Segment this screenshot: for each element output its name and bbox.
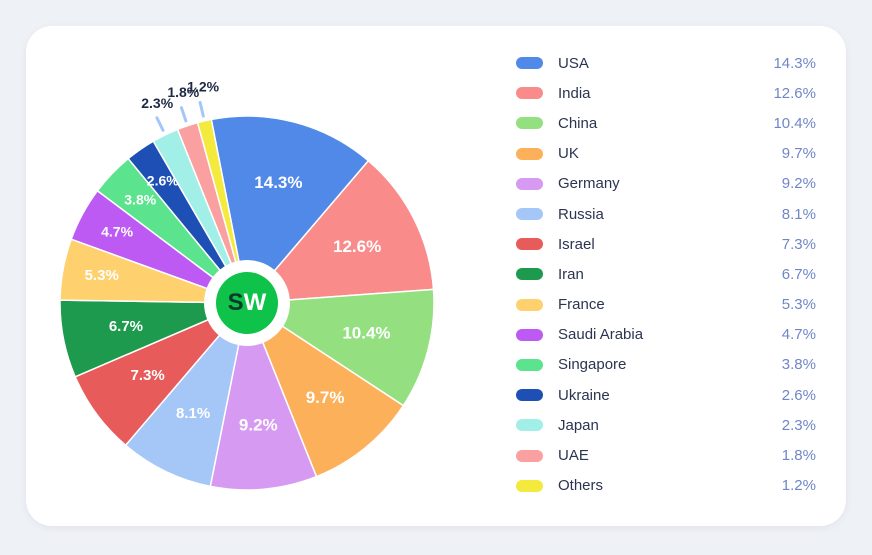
- legend-item-singapore[interactable]: Singapore 3.8%: [516, 350, 816, 380]
- legend-swatch: [516, 479, 543, 492]
- chart-card: 14.3% 12.6% 10.4% 9.7% 9.2% 8.1% 7.3% 6.7% 5.3% 4…: [26, 26, 846, 526]
- legend-value: 8.1%: [781, 205, 816, 223]
- legend-value: 12.6%: [773, 84, 816, 102]
- legend-value: 9.2%: [781, 175, 816, 193]
- slice-label-france: 5.3%: [85, 267, 119, 284]
- slice-label-germany: 9.2%: [239, 415, 278, 434]
- legend-value: 5.3%: [781, 296, 816, 314]
- legend-value: 9.7%: [781, 145, 816, 163]
- legend-label: Others: [558, 477, 604, 495]
- legend-value: 1.8%: [781, 447, 816, 465]
- legend-item-uk[interactable]: UK 9.7%: [516, 139, 816, 169]
- legend-item-uae[interactable]: UAE 1.8%: [516, 440, 816, 470]
- slice-label-usa: 14.3%: [254, 173, 302, 192]
- legend-swatch: [516, 449, 543, 462]
- legend-value: 2.6%: [781, 386, 816, 404]
- legend-label: Germany: [558, 175, 620, 193]
- legend-label: Iran: [558, 265, 584, 283]
- legend-swatch: [516, 389, 543, 402]
- pie-slice-russia[interactable]: [124, 300, 249, 488]
- slice-label-china: 10.4%: [342, 324, 390, 343]
- legend-label: India: [558, 84, 591, 102]
- legend-swatch: [516, 358, 543, 371]
- legend-item-others[interactable]: Others 1.2%: [516, 471, 816, 501]
- leader-line-uae: [179, 106, 188, 123]
- legend-swatch: [516, 117, 543, 130]
- legend-label: UAE: [558, 447, 589, 465]
- legend-label: USA: [558, 54, 589, 72]
- legend-value: 2.3%: [781, 416, 816, 434]
- legend-value: 1.2%: [781, 477, 816, 495]
- slice-label-israel: 7.3%: [131, 367, 165, 384]
- legend-label: Saudi Arabia: [558, 326, 644, 344]
- legend-value: 6.7%: [781, 265, 816, 283]
- slice-label-saudi-arabia: 4.7%: [101, 223, 133, 239]
- legend-value: 14.3%: [773, 54, 816, 72]
- legend-label: Singapore: [558, 356, 627, 374]
- pie-slice-usa[interactable]: [210, 115, 370, 305]
- legend-label: Israel: [558, 235, 595, 253]
- legend-item-ukraine[interactable]: Ukraine 2.6%: [516, 380, 816, 410]
- legend-item-france[interactable]: France 5.3%: [516, 290, 816, 320]
- legend-item-china[interactable]: China 10.4%: [516, 108, 816, 138]
- legend-swatch: [516, 57, 543, 70]
- legend-label: Russia: [558, 205, 604, 223]
- pie-slice-uk[interactable]: [245, 301, 405, 478]
- legend-label: Ukraine: [558, 386, 610, 404]
- slice-label-iran: 6.7%: [109, 318, 143, 335]
- slice-label-ukraine: 2.6%: [147, 172, 179, 188]
- pie-slice-china[interactable]: [244, 288, 435, 407]
- legend-item-saudi-arabia[interactable]: Saudi Arabia 4.7%: [516, 320, 816, 350]
- legend-label: France: [558, 296, 605, 314]
- legend: USA 14.3% India 12.6% China 10.4% UK 9.7% German…: [516, 48, 816, 501]
- legend-value: 4.7%: [781, 326, 816, 344]
- pie-chart: 14.3% 12.6% 10.4% 9.7% 9.2% 8.1% 7.3% 6.7% 5.3% 4…: [59, 78, 435, 491]
- legend-value: 3.8%: [781, 356, 816, 374]
- legend-label: Japan: [558, 416, 599, 434]
- legend-label: China: [558, 114, 598, 132]
- slice-label-uk: 9.7%: [306, 388, 345, 407]
- legend-swatch: [516, 238, 543, 251]
- slice-label-india: 12.6%: [333, 237, 381, 256]
- legend-item-germany[interactable]: Germany 9.2%: [516, 169, 816, 199]
- outside-label-uae: 1.8%: [167, 84, 199, 100]
- legend-value: 10.4%: [773, 114, 816, 132]
- logo-icon: [216, 272, 278, 334]
- legend-value: 7.3%: [781, 235, 816, 253]
- legend-swatch: [516, 147, 543, 160]
- pie-slice-others[interactable]: [196, 118, 248, 304]
- legend-swatch: [516, 177, 543, 190]
- legend-item-russia[interactable]: Russia 8.1%: [516, 199, 816, 229]
- leader-line-japan: [155, 116, 165, 132]
- legend-item-usa[interactable]: USA 14.3%: [516, 48, 816, 78]
- legend-item-india[interactable]: India 12.6%: [516, 78, 816, 108]
- outside-label-japan: 2.3%: [141, 95, 173, 111]
- legend-swatch: [516, 328, 543, 341]
- outside-label-others: 1.2%: [187, 78, 219, 94]
- leader-line-others: [198, 100, 205, 118]
- slice-label-russia: 8.1%: [176, 405, 210, 422]
- legend-swatch: [516, 298, 543, 311]
- legend-item-iran[interactable]: Iran 6.7%: [516, 259, 816, 289]
- legend-swatch: [516, 419, 543, 432]
- pie-slice-germany[interactable]: [209, 300, 318, 491]
- legend-item-japan[interactable]: Japan 2.3%: [516, 410, 816, 440]
- slice-label-singapore: 3.8%: [124, 192, 156, 208]
- logo-text: SW: [228, 289, 267, 316]
- pie-slice-india[interactable]: [245, 159, 435, 304]
- legend-swatch: [516, 208, 543, 221]
- legend-item-israel[interactable]: Israel 7.3%: [516, 229, 816, 259]
- legend-swatch: [516, 87, 543, 100]
- legend-swatch: [516, 268, 543, 281]
- legend-label: UK: [558, 145, 579, 163]
